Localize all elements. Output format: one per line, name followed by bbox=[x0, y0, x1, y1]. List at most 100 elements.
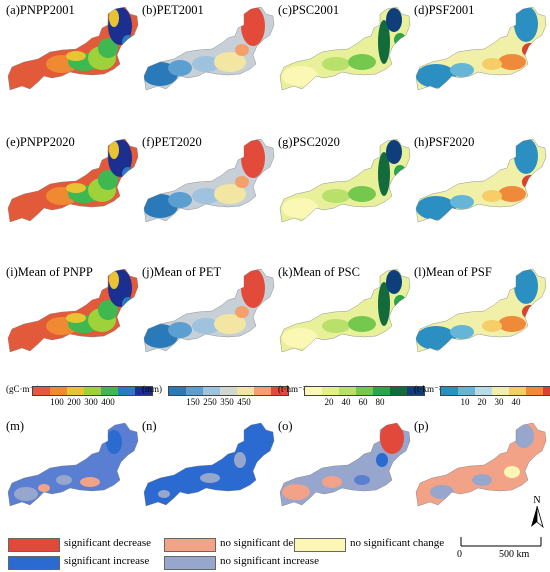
map-outline bbox=[7, 6, 139, 91]
panel-d: (d)PSF2001 bbox=[412, 3, 548, 92]
colorbar-unit: (t·hm⁻²) bbox=[278, 384, 309, 394]
scale-bar: 0 500 km bbox=[455, 535, 547, 565]
colorbar-swatches bbox=[440, 386, 550, 396]
map-region bbox=[376, 453, 388, 467]
panel-title: (l)Mean of PSF bbox=[414, 265, 492, 279]
map-region bbox=[378, 152, 390, 196]
colorbar-swatch bbox=[84, 387, 101, 395]
panel-g: (g)PSC2020 bbox=[276, 135, 412, 224]
panel-m: (m) bbox=[4, 419, 140, 508]
colorbar-swatch bbox=[475, 387, 492, 395]
map-region bbox=[80, 477, 100, 487]
map-region bbox=[56, 475, 72, 485]
panel-i: (i)Mean of PNPP bbox=[4, 265, 140, 354]
map-region bbox=[192, 188, 220, 204]
legend-label: no significant change bbox=[350, 537, 445, 549]
panel-title: (n) bbox=[142, 419, 157, 433]
map-region bbox=[380, 423, 404, 454]
map-outline bbox=[7, 138, 139, 223]
colorbar-tick: 80 bbox=[375, 397, 385, 407]
legend-swatch bbox=[8, 556, 60, 570]
colorbar-tick: 350 bbox=[220, 397, 234, 407]
colorbar-pnpp: (gC·m⁻²) 100 200 300 400 bbox=[6, 384, 153, 410]
colorbar-tick: 60 bbox=[358, 397, 368, 407]
map-region bbox=[168, 192, 192, 208]
map-outline bbox=[415, 138, 547, 223]
map-region bbox=[282, 328, 318, 348]
map-region bbox=[514, 269, 538, 304]
colorbar-swatches bbox=[304, 386, 425, 396]
legend-swatch bbox=[164, 538, 216, 552]
map-region bbox=[168, 60, 192, 76]
map-region bbox=[241, 7, 265, 46]
map-region bbox=[416, 196, 456, 220]
map-region bbox=[514, 7, 538, 42]
panel-title: (h)PSF2020 bbox=[414, 135, 475, 149]
colorbar-unit: (mm) bbox=[142, 384, 162, 394]
map-trend-psf bbox=[415, 422, 547, 507]
panel-title: (c)PSC2001 bbox=[278, 3, 340, 17]
colorbar-swatch bbox=[203, 387, 220, 395]
panel-title: (g)PSC2020 bbox=[278, 135, 340, 149]
map-region bbox=[282, 484, 310, 500]
map-region bbox=[504, 466, 520, 478]
colorbar-swatch bbox=[543, 387, 550, 395]
colorbar-pet: (mm) 150 250 350 450 bbox=[142, 384, 289, 410]
legend-swatch bbox=[8, 538, 60, 552]
map-region bbox=[386, 8, 402, 32]
panel-l: (l)Mean of PSF bbox=[412, 265, 548, 354]
colorbar-swatches bbox=[168, 386, 289, 396]
panel-title: (d)PSF2001 bbox=[414, 3, 475, 17]
map-region bbox=[378, 20, 390, 64]
map-region bbox=[14, 487, 38, 501]
panel-j: (j)Mean of PET bbox=[140, 265, 276, 354]
panel-title: (a)PNPP2001 bbox=[6, 3, 75, 17]
north-label: N bbox=[533, 495, 540, 506]
map-region bbox=[192, 318, 220, 334]
legend-label: significant increase bbox=[64, 555, 150, 567]
colorbar-swatch bbox=[509, 387, 526, 395]
map-region bbox=[394, 295, 406, 309]
map-region bbox=[122, 35, 134, 49]
colorbar-swatch bbox=[237, 387, 254, 395]
map-region bbox=[98, 300, 118, 320]
map-region bbox=[416, 64, 456, 88]
map-region bbox=[450, 63, 474, 77]
map-region bbox=[66, 183, 86, 193]
colorbar-tick: 150 bbox=[186, 397, 200, 407]
map-region bbox=[482, 58, 502, 70]
panel-title: (k)Mean of PSC bbox=[278, 265, 360, 279]
colorbar-swatches bbox=[32, 386, 153, 396]
panel-title: (e)PNPP2020 bbox=[6, 135, 75, 149]
colorbar-swatch bbox=[305, 387, 322, 395]
map-region bbox=[348, 316, 376, 332]
map-region bbox=[450, 325, 474, 339]
scale-start: 0 bbox=[457, 549, 462, 560]
panel-title: (i)Mean of PNPP bbox=[6, 265, 93, 279]
colorbar-psf: (t·km⁻²) 10 20 30 40 bbox=[414, 384, 550, 410]
map-region bbox=[122, 297, 134, 311]
map-region bbox=[106, 430, 122, 454]
legend-swatch bbox=[164, 556, 216, 570]
colorbar-tick: 400 bbox=[101, 397, 115, 407]
map-region bbox=[386, 140, 402, 164]
colorbar-swatch bbox=[407, 387, 424, 395]
colorbar-swatch bbox=[390, 387, 407, 395]
panel-title: (o) bbox=[278, 419, 293, 433]
colorbar-swatch bbox=[186, 387, 203, 395]
map-region bbox=[322, 189, 350, 203]
panel-o: (o) bbox=[276, 419, 412, 508]
map-trend-pnpp bbox=[7, 422, 139, 507]
map-outline bbox=[143, 138, 275, 223]
colorbar-ticks: 10 20 30 40 bbox=[440, 397, 542, 407]
map-region bbox=[214, 184, 246, 204]
map-region bbox=[322, 57, 350, 71]
map-region bbox=[168, 322, 192, 338]
map-region bbox=[498, 54, 526, 70]
map-region bbox=[472, 474, 492, 486]
colorbar-swatch bbox=[458, 387, 475, 395]
map-outline bbox=[279, 6, 411, 91]
north-arrow: N bbox=[528, 493, 546, 529]
map-outline bbox=[279, 422, 411, 507]
colorbar-swatch bbox=[492, 387, 509, 395]
